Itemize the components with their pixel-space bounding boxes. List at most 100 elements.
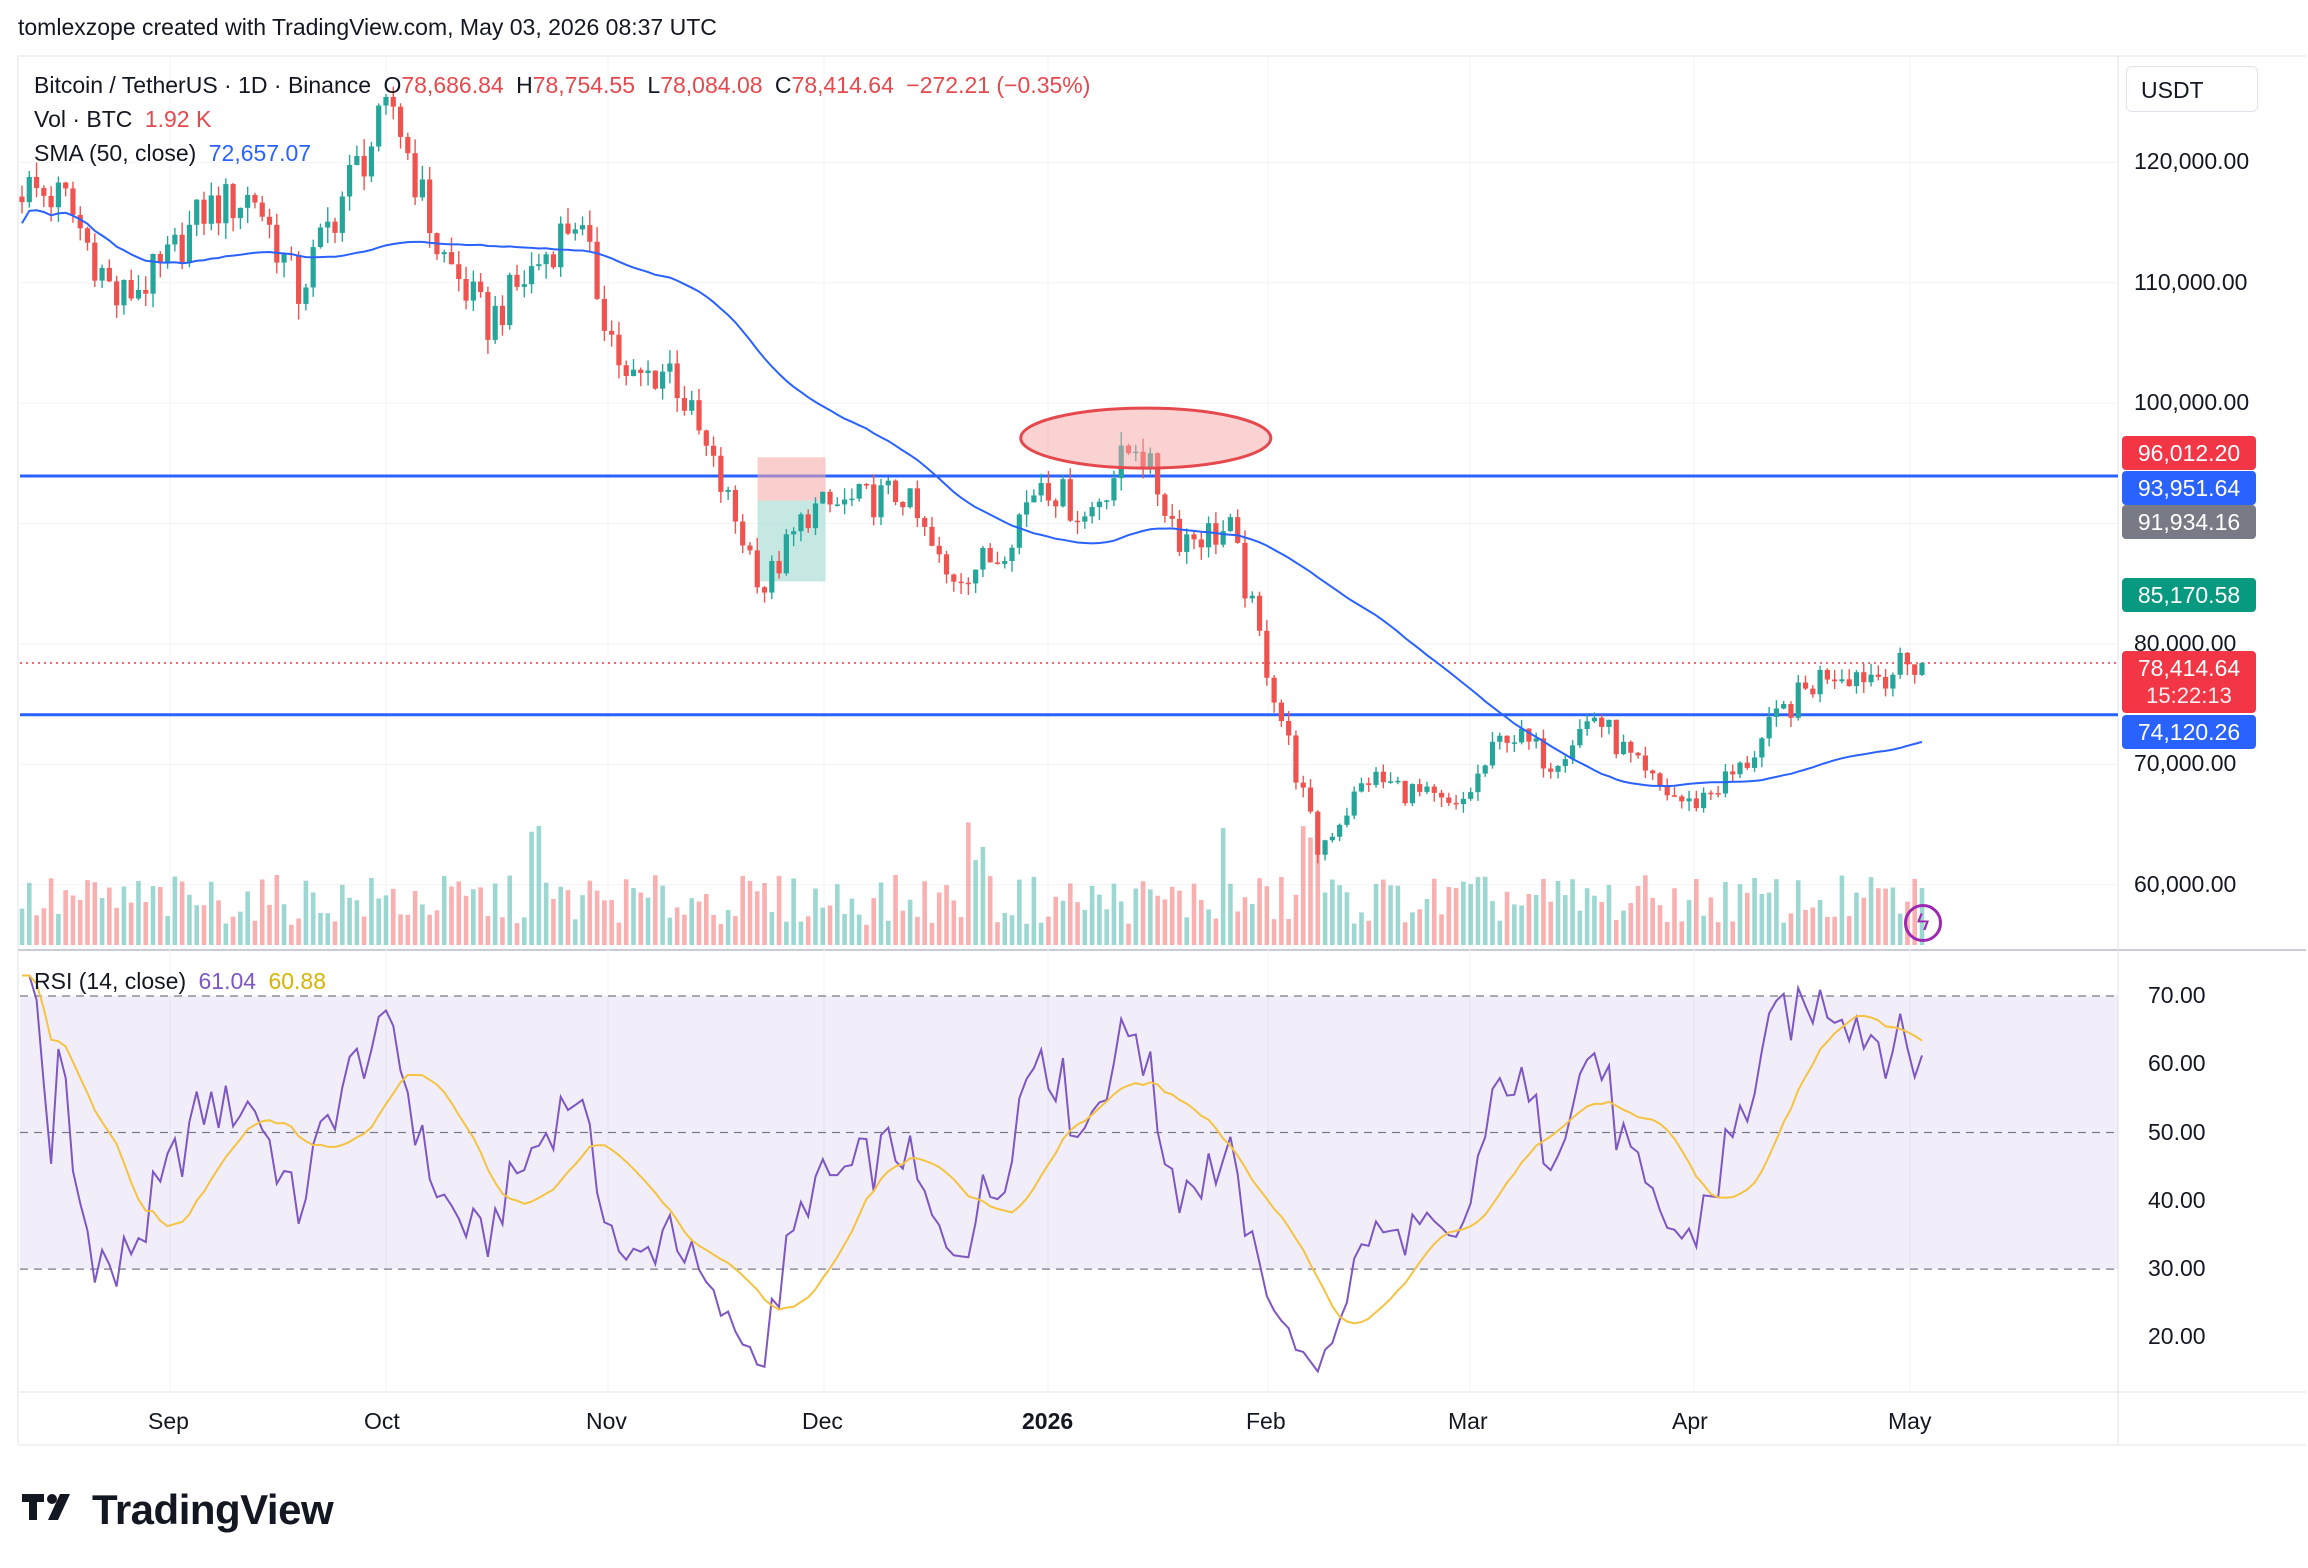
volume-bar [405,914,411,945]
volume-bar [900,910,906,945]
candle-body [1606,719,1612,727]
volume-bar [1213,918,1219,945]
volume-bar [165,916,170,945]
volume-bar [369,878,374,945]
volume-bar [631,888,636,945]
volume-bar [733,916,738,945]
candle-body [128,279,134,299]
volume-bar [907,899,913,945]
volume-bar [456,881,462,945]
candle-body [1613,719,1619,755]
rsi-tick-label: 60.00 [2148,1050,2206,1077]
price-tick-label: 110,000.00 [2134,268,2248,295]
volume-bar [929,922,935,945]
volume-bar [536,825,542,945]
volume-bar [1140,881,1146,945]
last-price-value: 78,414.64 [2137,655,2241,681]
volume-bar [201,905,207,945]
candle-body [652,370,658,389]
volume-bar [725,910,731,945]
volume-bar [121,886,127,945]
volume-bar [1817,899,1823,945]
candle-body [143,289,149,294]
volume-bar [1795,880,1801,945]
volume-bar [645,897,651,945]
candle-body [1569,745,1576,760]
currency-selector[interactable]: USDT [2126,66,2258,112]
candle-body [842,499,848,505]
volume-bar [492,883,498,945]
volume-bar [1679,921,1685,945]
volume-bar [70,895,76,945]
volume-bar [1439,914,1444,945]
volume-bar [449,886,454,945]
candle-body [776,560,782,574]
rsi-legend: RSI (14, close) 61.04 60.88 [34,968,332,995]
candle-body [798,514,804,532]
candle-body [1824,669,1830,680]
volume-bar [1381,879,1386,945]
volume-bar [500,917,505,945]
candle-body [33,176,40,189]
volume-bar [711,914,716,945]
volume-bar [1024,923,1029,945]
candle-body [1205,523,1212,548]
candle-body [230,184,236,219]
volume-bar [1111,883,1117,945]
candle-body [1701,792,1707,809]
candle-body [1584,721,1590,729]
candle-body [1307,787,1314,812]
volume-bar [1446,886,1452,945]
volume-bar [798,921,804,945]
candle-body [1708,792,1714,795]
volume-bar [1184,917,1190,945]
candle-body [1657,773,1663,786]
candle-body [361,155,367,177]
candle-body [710,445,717,456]
volume-bar [1737,884,1743,945]
lightning-icon[interactable]: ϟ [1904,904,1942,942]
volume-bar [1788,913,1794,945]
candle-body [994,562,1001,564]
volume-bar [987,876,993,945]
candle-body [936,545,942,555]
volume-bar [1643,875,1648,945]
candle-body [1671,795,1678,797]
price-tick-label: 70,000.00 [2134,750,2237,777]
volume-bar [543,882,549,945]
candle-body [317,227,324,248]
volume-bar [1162,899,1168,945]
candle-body [1482,765,1488,774]
volume-bar [1191,883,1197,945]
rsi-value: 61.04 [198,968,257,994]
candle-body [878,485,884,518]
volume-bar [463,895,469,945]
volume-bar [485,915,491,945]
volume-bar [551,899,556,945]
candle-body [951,574,957,582]
candle-body [194,199,200,225]
candle-body [1489,741,1496,766]
volume-bar [310,892,316,945]
candle-body [1235,517,1241,543]
candle-body [1402,780,1408,804]
candle-body [441,252,447,255]
tradingview-logo: TradingView [22,1486,334,1534]
candle-body [922,518,928,527]
candle-body [638,369,644,374]
volume-bar [813,888,818,945]
volume-bar [208,881,214,945]
candle-body [1802,682,1809,689]
volume-bar [1570,879,1575,945]
volume-bar [1613,919,1619,945]
candle-body [1067,479,1073,521]
sma-value: 72,657.07 [208,140,312,166]
candle-body [965,582,971,585]
candle-body [157,254,163,263]
time-tick-label: Feb [1246,1408,1286,1434]
candle-body [1744,762,1750,768]
volume-bar [1089,885,1095,945]
volume-bar [558,886,563,945]
volume-bar [77,899,83,945]
